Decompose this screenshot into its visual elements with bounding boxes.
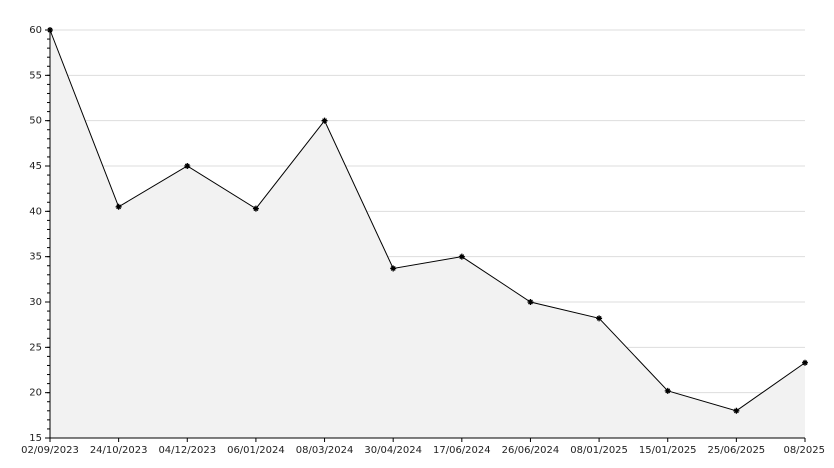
x-tick-label: 08/2025 bbox=[783, 445, 825, 456]
x-tick-label: 25/06/2025 bbox=[708, 445, 766, 456]
y-tick-label: 50 bbox=[29, 116, 42, 127]
x-tick-label: 17/06/2024 bbox=[433, 445, 491, 456]
y-tick-label: 20 bbox=[29, 388, 42, 399]
x-tick-label: 08/03/2024 bbox=[296, 445, 354, 456]
x-tick-label: 26/06/2024 bbox=[502, 445, 560, 456]
y-tick-label: 15 bbox=[29, 433, 42, 444]
marker bbox=[321, 117, 328, 124]
x-tick-label: 24/10/2023 bbox=[90, 445, 148, 456]
marker bbox=[115, 203, 122, 210]
y-tick-label: 55 bbox=[29, 70, 42, 81]
marker bbox=[733, 407, 740, 414]
marker bbox=[527, 299, 534, 305]
y-tick-label: 25 bbox=[29, 342, 42, 353]
x-tick-label: 02/09/2023 bbox=[21, 445, 79, 456]
marker bbox=[184, 163, 191, 169]
marker bbox=[664, 387, 671, 394]
marker bbox=[252, 205, 259, 212]
y-tick-label: 45 bbox=[29, 161, 42, 172]
x-tick-label: 08/01/2025 bbox=[570, 445, 628, 456]
y-tick-label: 40 bbox=[29, 206, 42, 217]
marker bbox=[458, 253, 465, 260]
marker bbox=[596, 315, 603, 322]
y-tick-label: 60 bbox=[29, 25, 42, 36]
y-tick-label: 30 bbox=[29, 297, 42, 308]
marker bbox=[390, 265, 397, 272]
area bbox=[50, 30, 805, 438]
x-tick-label: 30/04/2024 bbox=[364, 445, 422, 456]
x-tick-label: 04/12/2023 bbox=[158, 445, 216, 456]
marker bbox=[802, 359, 808, 366]
y-tick-label: 35 bbox=[29, 252, 42, 263]
x-tick-label: 15/01/2025 bbox=[639, 445, 697, 456]
line bbox=[49, 29, 806, 412]
x-tick-label: 06/01/2024 bbox=[227, 445, 285, 456]
